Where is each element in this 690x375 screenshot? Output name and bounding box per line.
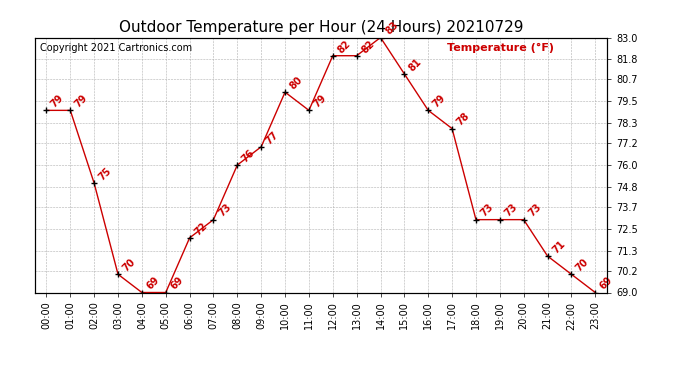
Text: 70: 70 xyxy=(121,257,137,273)
Text: 73: 73 xyxy=(502,202,519,219)
Text: 79: 79 xyxy=(431,93,448,110)
Text: 81: 81 xyxy=(407,57,424,73)
Text: 75: 75 xyxy=(97,166,114,182)
Text: 79: 79 xyxy=(73,93,90,110)
Text: 73: 73 xyxy=(526,202,543,219)
Text: 69: 69 xyxy=(598,275,615,292)
Text: 69: 69 xyxy=(168,275,185,292)
Text: Temperature (°F): Temperature (°F) xyxy=(447,43,554,52)
Text: 77: 77 xyxy=(264,129,281,146)
Text: 71: 71 xyxy=(551,238,567,255)
Text: 73: 73 xyxy=(479,202,495,219)
Text: 83: 83 xyxy=(383,20,400,37)
Text: 80: 80 xyxy=(288,75,304,92)
Text: 73: 73 xyxy=(216,202,233,219)
Text: 72: 72 xyxy=(193,220,209,237)
Text: 82: 82 xyxy=(359,38,376,55)
Text: 79: 79 xyxy=(312,93,328,110)
Text: Copyright 2021 Cartronics.com: Copyright 2021 Cartronics.com xyxy=(40,43,193,52)
Text: 69: 69 xyxy=(145,275,161,292)
Text: 70: 70 xyxy=(574,257,591,273)
Title: Outdoor Temperature per Hour (24 Hours) 20210729: Outdoor Temperature per Hour (24 Hours) … xyxy=(119,20,523,35)
Text: 79: 79 xyxy=(49,93,66,110)
Text: 78: 78 xyxy=(455,111,471,128)
Text: 76: 76 xyxy=(240,148,257,164)
Text: 82: 82 xyxy=(335,38,353,55)
